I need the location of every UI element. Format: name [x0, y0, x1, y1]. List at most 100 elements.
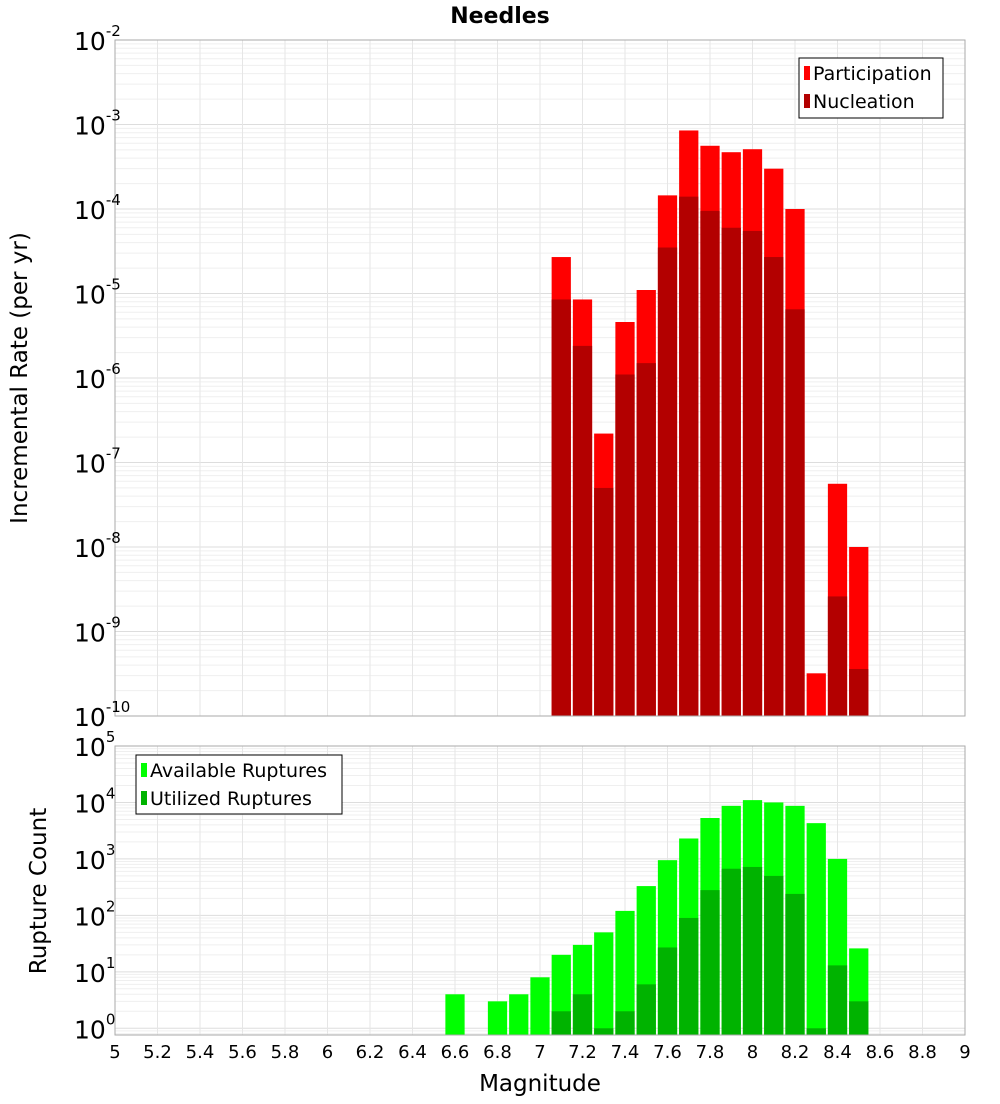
x-tick-label: 6.2 — [356, 1042, 385, 1063]
bottom-bar-available-ruptures — [594, 932, 614, 1035]
bottom-legend: Available Ruptures Utilized Ruptures — [135, 754, 343, 815]
top-y-tick-labels: 10-2 10-3 10-4 10-5 10-6 10-7 10-8 10-9 10-10 — [74, 22, 130, 732]
bottom-bar-utilized-ruptures — [742, 866, 763, 1035]
top-bar-nucleation — [572, 345, 593, 716]
bottom-bar-utilized-ruptures — [764, 875, 784, 1035]
bottom-y-tick-label: 105 — [74, 728, 115, 762]
legend-participation-label: Participation — [813, 63, 932, 85]
top-y-tick-label: 10-10 — [74, 698, 130, 732]
x-tick-label: 6.6 — [441, 1042, 470, 1063]
bottom-y-tick-labels: 105 104 103 102 101 100 — [74, 728, 115, 1044]
bottom-plot-border — [114, 745, 966, 1036]
bottom-bar-utilized-ruptures — [615, 1011, 635, 1035]
bottom-y-tick-label: 101 — [74, 954, 115, 988]
top-grid — [114, 40, 966, 717]
x-tick-label: 6.4 — [398, 1042, 427, 1063]
top-bar-nucleation — [657, 247, 678, 716]
top-y-tick-label: 10-6 — [74, 360, 121, 394]
x-tick-label: 5 — [109, 1042, 120, 1063]
bottom-bar-available-ruptures — [806, 823, 826, 1035]
bottom-bar-utilized-ruptures — [827, 965, 848, 1035]
bottom-bar-available-ruptures — [530, 977, 550, 1035]
x-tick-label: 7.4 — [611, 1042, 640, 1063]
bottom-bar-utilized-ruptures — [700, 890, 720, 1035]
top-bars — [551, 130, 869, 717]
x-tick-labels: 5 5.2 5.4 5.6 5.8 6 6.2 6.4 6.6 6.8 7 7.2 7.4 7.6 7.8 8… — [109, 1042, 970, 1063]
top-bar-nucleation — [551, 299, 571, 716]
chart-title: Needles — [450, 4, 550, 29]
top-y-tick-label: 10-2 — [74, 22, 121, 56]
bottom-y-tick-label: 103 — [74, 841, 115, 875]
x-axis-label: Magnitude — [479, 1071, 601, 1097]
x-tick-label: 5.4 — [186, 1042, 215, 1063]
legend-available-label: Available Ruptures — [150, 760, 327, 782]
x-tick-label: 6.8 — [483, 1042, 512, 1063]
bottom-bar-utilized-ruptures — [657, 947, 678, 1035]
bottom-legend-box — [135, 754, 343, 815]
top-y-tick-label: 10-8 — [74, 529, 121, 563]
bottom-bar-utilized-ruptures — [572, 994, 593, 1035]
x-tick-label: 9 — [959, 1042, 970, 1063]
bottom-bar-available-ruptures — [509, 994, 529, 1035]
bottom-bar-utilized-ruptures — [594, 1028, 614, 1035]
top-bar-nucleation — [785, 309, 805, 716]
x-tick-label: 7.2 — [568, 1042, 597, 1063]
bottom-bar-available-ruptures — [445, 994, 465, 1035]
legend-nucleation-swatch — [804, 94, 810, 108]
legend-available-swatch — [141, 763, 147, 777]
top-bar-nucleation — [615, 374, 635, 716]
x-tick-label: 7 — [534, 1042, 545, 1063]
bottom-bar-available-ruptures — [615, 910, 635, 1035]
legend-nucleation-label: Nucleation — [813, 91, 915, 113]
top-bar-nucleation — [679, 196, 699, 717]
x-tick-label: 5.8 — [271, 1042, 300, 1063]
legend-utilized-swatch — [141, 791, 147, 805]
bottom-bar-utilized-ruptures — [721, 868, 741, 1035]
bottom-bar-available-ruptures — [487, 1001, 508, 1035]
top-bar-nucleation — [721, 227, 741, 716]
x-tick-label: 6 — [322, 1042, 333, 1063]
x-tick-label: 8.6 — [866, 1042, 895, 1063]
top-y-tick-label: 10-3 — [74, 107, 121, 141]
bottom-y-tick-label: 102 — [74, 897, 115, 931]
top-bar-nucleation — [742, 230, 763, 717]
x-tick-label: 5.2 — [143, 1042, 172, 1063]
bottom-y-tick-label: 104 — [74, 784, 115, 818]
top-y-tick-label: 10-7 — [74, 445, 121, 479]
legend-utilized-label: Utilized Ruptures — [150, 788, 312, 810]
bottom-bar-utilized-ruptures — [636, 984, 656, 1035]
top-panel: 10-2 10-3 10-4 10-5 10-6 10-7 10-8 10-9 10-10 In… — [7, 22, 966, 732]
x-tick-label: 8.4 — [823, 1042, 852, 1063]
top-bar-participation — [806, 673, 826, 716]
top-y-tick-label: 10-4 — [74, 191, 121, 225]
x-tick-label: 7.8 — [696, 1042, 725, 1063]
x-tick-label: 8.8 — [908, 1042, 937, 1063]
legend-participation-swatch — [804, 66, 810, 80]
bottom-y-axis-label: Rupture Count — [26, 808, 52, 974]
bottom-panel: 105 104 103 102 101 100 5 5.2 5.4 5.6 5.8 6 6.2 6.4 6… — [26, 728, 971, 1097]
x-tick-label: 7.6 — [653, 1042, 682, 1063]
bottom-bar-utilized-ruptures — [785, 893, 805, 1035]
top-legend: Participation Nucleation — [798, 57, 944, 119]
bottom-bar-utilized-ruptures — [849, 1001, 869, 1035]
top-y-axis-label: Incremental Rate (per yr) — [7, 232, 33, 524]
top-bar-nucleation — [700, 210, 720, 716]
bottom-bars — [445, 800, 869, 1035]
bottom-bar-utilized-ruptures — [679, 917, 699, 1035]
top-y-tick-label: 10-5 — [74, 276, 121, 310]
top-bar-nucleation — [764, 257, 784, 716]
top-bar-nucleation — [849, 668, 869, 716]
x-tick-label: 8 — [747, 1042, 758, 1063]
bottom-bar-utilized-ruptures — [806, 1028, 826, 1035]
bottom-bar-utilized-ruptures — [551, 1011, 571, 1035]
x-tick-label: 8.2 — [781, 1042, 810, 1063]
top-legend-box — [798, 57, 944, 119]
x-tick-label: 5.6 — [228, 1042, 257, 1063]
bottom-y-tick-label: 100 — [74, 1010, 115, 1044]
top-bar-nucleation — [827, 596, 848, 716]
top-bar-nucleation — [636, 363, 656, 716]
top-bar-nucleation — [594, 487, 614, 716]
top-plot-border — [114, 39, 966, 717]
